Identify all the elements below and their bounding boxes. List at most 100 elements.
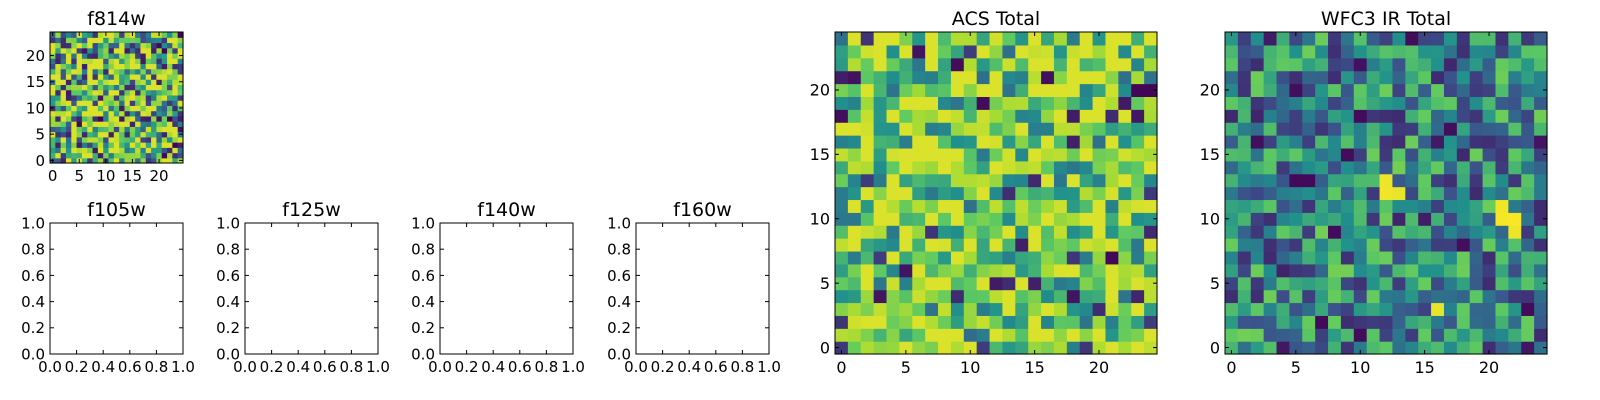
heatmap-cell <box>1366 263 1381 278</box>
heatmap-cell <box>87 94 94 101</box>
heatmap-cell <box>1028 263 1042 278</box>
heatmap-cell <box>55 121 62 127</box>
heatmap-cell <box>1469 44 1484 59</box>
heatmap-cell <box>1041 225 1055 239</box>
heatmap-cell <box>963 96 978 110</box>
heatmap-cell <box>1521 70 1535 85</box>
heatmap-cell <box>1328 147 1342 162</box>
axis-ticks: 0.0 0.2 0.4 0.6 0.8 1.00.00.20.40.60.81.0 <box>216 214 390 376</box>
heatmap-cell <box>119 52 126 59</box>
y-tick-label: 1.0 <box>411 214 435 232</box>
heatmap-cell <box>1144 302 1158 316</box>
heatmap-cell <box>113 157 120 164</box>
heatmap-cell <box>1092 212 1107 226</box>
heatmap-cell <box>1225 83 1239 97</box>
heatmap-cell <box>1443 289 1458 304</box>
heatmap-cell <box>860 263 875 278</box>
heatmap-cell <box>167 94 173 101</box>
heatmap-cell <box>1225 238 1239 252</box>
heatmap-cell <box>1328 83 1342 97</box>
heatmap-cell <box>1002 238 1016 252</box>
plot-frame <box>834 31 1158 355</box>
heatmap-cell <box>65 37 72 44</box>
x-tick-label: 10 <box>1350 358 1370 377</box>
heatmap-cell <box>1508 44 1522 59</box>
heatmap-cell <box>1118 173 1132 188</box>
heatmap-cell <box>1250 315 1265 329</box>
heatmap-cell <box>76 68 83 75</box>
heatmap-cell <box>886 83 900 97</box>
heatmap-cell <box>1340 199 1355 213</box>
heatmap-cell <box>1053 289 1068 304</box>
heatmap-cell <box>1092 238 1107 252</box>
heatmap-cell <box>1028 276 1042 291</box>
heatmap-cell <box>129 110 136 117</box>
heatmap-cell <box>1418 57 1432 72</box>
heatmap-cell <box>1250 212 1265 226</box>
heatmap-cell <box>1431 315 1445 329</box>
heatmap-cell <box>97 142 104 148</box>
heatmap-cell <box>92 68 99 75</box>
heatmap-cell <box>172 147 179 154</box>
heatmap-cell <box>1405 135 1419 149</box>
heatmap-cell <box>1118 83 1132 97</box>
heatmap-cell <box>912 225 926 239</box>
heatmap-cell <box>873 289 888 304</box>
heatmap-cell <box>1263 44 1278 59</box>
heatmap-cell <box>860 44 875 59</box>
heatmap-cell <box>1405 83 1419 97</box>
heatmap-cell <box>938 135 952 149</box>
heatmap-cell <box>97 157 104 164</box>
heatmap-cell <box>1028 250 1042 265</box>
x-tick-label: 20 <box>150 167 169 185</box>
heatmap-cell <box>1237 315 1252 329</box>
heatmap-cell <box>1053 122 1068 136</box>
heatmap-cell <box>92 115 99 122</box>
heatmap-cell <box>1105 250 1119 265</box>
heatmap-cell <box>103 131 110 138</box>
heatmap-cell <box>1508 160 1522 175</box>
heatmap-cell <box>129 126 136 133</box>
heatmap-cell <box>1443 32 1458 46</box>
heatmap-cell <box>1315 225 1329 239</box>
heatmap-cell <box>177 136 184 143</box>
heatmap-cell <box>1315 341 1329 355</box>
heatmap-cell <box>1508 135 1522 149</box>
heatmap-cell <box>938 160 952 175</box>
heatmap-cell <box>177 126 184 133</box>
heatmap-cell <box>1534 289 1548 304</box>
heatmap-cell <box>1079 57 1094 72</box>
heatmap-cell <box>135 73 142 80</box>
plot-frame <box>244 222 379 355</box>
heatmap-cell <box>1340 238 1355 252</box>
heatmap-cell <box>963 341 978 355</box>
heatmap-cell <box>167 89 173 96</box>
heatmap-cell <box>1340 109 1355 123</box>
heatmap-cell <box>87 147 94 154</box>
heatmap-cell <box>1418 302 1432 316</box>
heatmap-cell <box>1263 250 1278 265</box>
heatmap-cell <box>65 147 72 154</box>
heatmap-cell <box>81 100 88 106</box>
heatmap-cell <box>76 142 83 148</box>
heatmap-cell <box>113 126 120 133</box>
heatmap-cell <box>1131 250 1145 265</box>
heatmap-cell <box>161 58 168 65</box>
heatmap-cell <box>1092 135 1107 149</box>
heatmap-cell <box>151 79 157 85</box>
heatmap-cell <box>50 115 56 122</box>
heatmap-cell <box>65 100 72 106</box>
heatmap-cell <box>55 136 62 143</box>
heatmap-cell <box>60 157 67 164</box>
heatmap-cell <box>129 58 136 65</box>
heatmap-cell <box>1469 225 1484 239</box>
heatmap-cell <box>1237 186 1252 201</box>
heatmap-cell <box>976 96 991 110</box>
heatmap-cell <box>963 238 978 252</box>
heatmap-cell <box>1237 289 1252 304</box>
heatmap-cell <box>1482 70 1497 85</box>
heatmap-cell <box>1289 57 1303 72</box>
heatmap-cell <box>860 70 875 85</box>
heatmap-cell <box>1250 276 1265 291</box>
heatmap-cell <box>167 126 173 133</box>
